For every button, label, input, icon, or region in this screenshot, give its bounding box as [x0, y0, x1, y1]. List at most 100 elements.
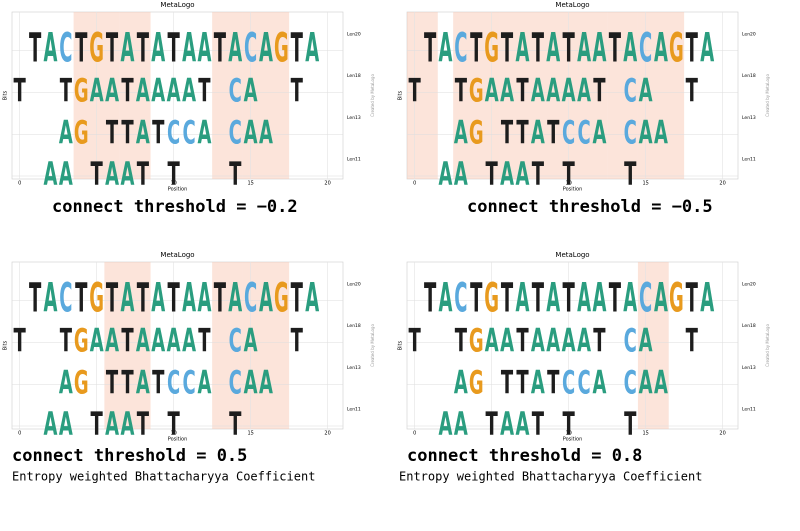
- logo-letter: A: [244, 365, 258, 402]
- logo-letter: T: [168, 26, 180, 72]
- logo-letter: C: [244, 276, 257, 322]
- logo-letter: C: [167, 365, 180, 402]
- x-tick-label: 5: [95, 431, 98, 437]
- logo-letter: A: [182, 276, 196, 322]
- x-axis-label: Position: [168, 437, 187, 443]
- logo-letter: A: [639, 73, 653, 110]
- logo-letter: A: [305, 26, 319, 72]
- logo-letter: A: [305, 276, 319, 322]
- logo-letter: T: [455, 73, 467, 110]
- logo-letter: T: [121, 323, 133, 360]
- logo-letter: A: [151, 276, 165, 322]
- logo-letter: C: [454, 276, 467, 322]
- logo-letter: T: [106, 365, 118, 402]
- logo-letter: A: [485, 73, 499, 110]
- logo-letter: T: [168, 407, 180, 444]
- logo-letter: A: [485, 323, 499, 360]
- logo-letter: A: [44, 157, 58, 194]
- logo-letter: T: [501, 26, 513, 72]
- logo-letter: A: [136, 365, 150, 402]
- logo-letter: T: [198, 73, 210, 110]
- logo-letter: A: [182, 26, 196, 72]
- logo-letter: C: [182, 365, 195, 402]
- logo-letter: A: [244, 73, 258, 110]
- logo-letter: T: [60, 73, 72, 110]
- logo-letter: T: [516, 115, 528, 152]
- x-tick-label: 0: [413, 431, 416, 437]
- logo-letter: A: [592, 26, 606, 72]
- logo-letter: T: [532, 26, 544, 72]
- x-axis-label: Position: [563, 187, 582, 193]
- logo-letter: A: [105, 323, 119, 360]
- logo-letter: G: [484, 276, 499, 322]
- logo-letter: T: [291, 26, 303, 72]
- logo-letter: A: [577, 323, 591, 360]
- logo-letter: T: [532, 157, 544, 194]
- logo-letter: A: [515, 407, 529, 444]
- logo-letter: T: [214, 276, 226, 322]
- logo-letter: A: [439, 26, 453, 72]
- logo-letter: A: [454, 407, 468, 444]
- row-label: Len18: [742, 73, 756, 79]
- logo-letter: C: [59, 276, 72, 322]
- logo-letter: G: [89, 26, 104, 72]
- x-tick-label: 15: [642, 431, 648, 437]
- subcaption: Entropy weighted Bhattacharyya Coefficie…: [12, 470, 315, 484]
- logo-letter: A: [90, 323, 104, 360]
- logo-letter: T: [563, 407, 575, 444]
- x-tick-label: 15: [642, 181, 648, 187]
- logo-letter: G: [669, 26, 684, 72]
- logo-letter: A: [639, 115, 653, 152]
- connection-highlight: [119, 12, 151, 179]
- logo-letter: A: [516, 26, 530, 72]
- y-axis-label: Bits: [398, 340, 404, 350]
- logo-letter: A: [623, 276, 637, 322]
- logo-letter: T: [60, 323, 72, 360]
- logo-letter: A: [654, 115, 668, 152]
- row-label: Len18: [347, 323, 361, 329]
- logo-letter: T: [137, 276, 149, 322]
- logo-letter: T: [229, 157, 241, 194]
- logo-letter: T: [424, 26, 436, 72]
- logo-letter: A: [244, 115, 258, 152]
- logo-letter: T: [686, 73, 698, 110]
- logo-letter: C: [624, 323, 637, 360]
- row-label: Len20: [347, 281, 361, 287]
- logo-letter: T: [121, 365, 133, 402]
- row-label: Len13: [742, 365, 756, 371]
- logo-letter: A: [700, 26, 714, 72]
- logo-letter: T: [121, 115, 133, 152]
- logo-letter: T: [14, 323, 26, 360]
- plot-frame: [11, 11, 344, 180]
- x-axis-label: Position: [168, 187, 187, 193]
- x-axis-label: Position: [563, 437, 582, 443]
- logo-letter: A: [577, 26, 591, 72]
- logo-letter: A: [592, 115, 606, 152]
- logo-letter: A: [439, 157, 453, 194]
- logo-letter: A: [182, 73, 196, 110]
- logo-letter: T: [229, 407, 241, 444]
- logo-letter: C: [229, 115, 242, 152]
- logo-letter: T: [168, 276, 180, 322]
- logo-letter: A: [639, 365, 653, 402]
- x-tick-label: 0: [18, 431, 21, 437]
- logo-letter: T: [75, 276, 87, 322]
- connection-highlight: [637, 262, 669, 429]
- logo-letter: A: [151, 26, 165, 72]
- logo-letter: A: [639, 323, 653, 360]
- logo-letter: A: [439, 276, 453, 322]
- logo-letter: A: [105, 407, 119, 444]
- x-tick-label: 20: [719, 431, 725, 437]
- logo-letter: C: [624, 115, 637, 152]
- logo-letter: A: [515, 157, 529, 194]
- logo-letter: A: [90, 73, 104, 110]
- logo-letter: T: [75, 26, 87, 72]
- logo-letter: C: [624, 73, 637, 110]
- logo-letter: A: [259, 276, 273, 322]
- caption: connect threshold = 0.5: [12, 446, 247, 466]
- logo-letter: A: [531, 73, 545, 110]
- logo-letter: G: [274, 26, 289, 72]
- logo-letter: C: [454, 26, 467, 72]
